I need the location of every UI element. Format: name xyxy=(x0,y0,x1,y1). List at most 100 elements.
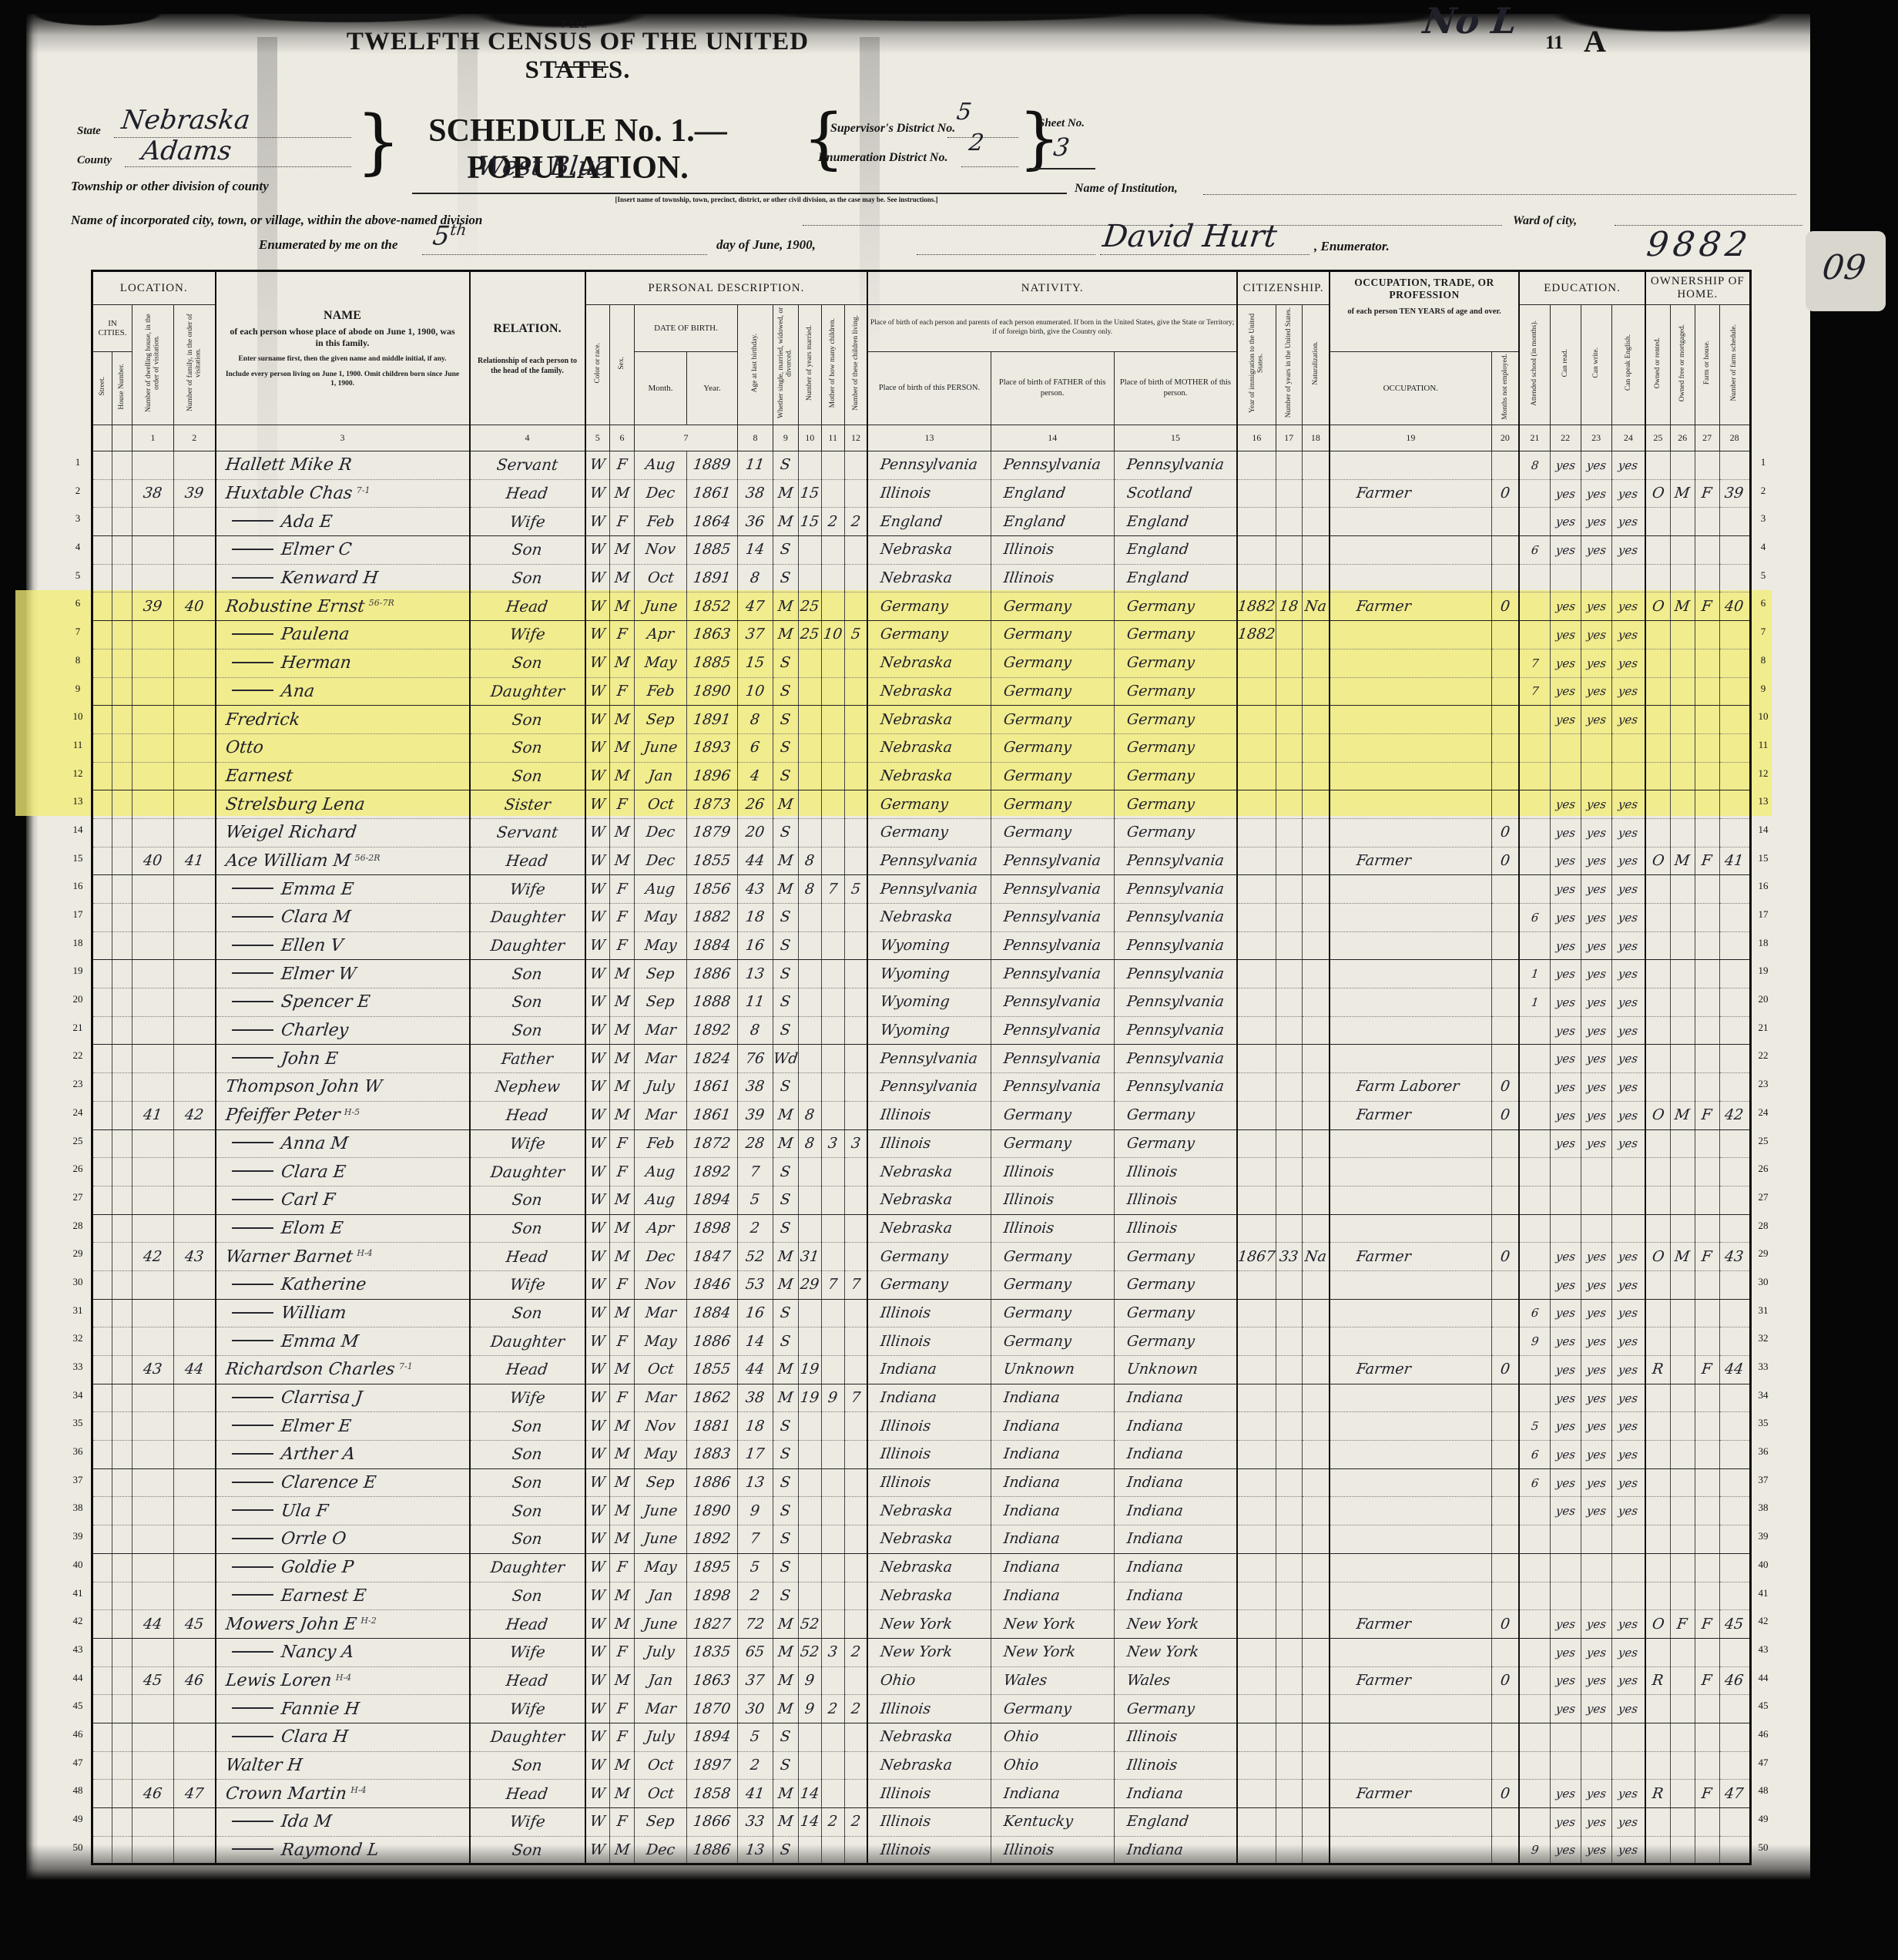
cell-value: Aug xyxy=(645,880,676,898)
cell xyxy=(798,1440,822,1469)
cell-value: 6 xyxy=(749,739,761,757)
cell-value: F xyxy=(615,626,629,643)
cell xyxy=(821,1525,845,1554)
row-number: 46 xyxy=(1758,1727,1769,1740)
cell xyxy=(821,903,845,932)
cell xyxy=(1237,1101,1276,1130)
cell-value: yes xyxy=(1618,854,1639,868)
cell xyxy=(1237,733,1276,763)
cell-value: Nebraska xyxy=(879,908,954,926)
cell-value: 40 xyxy=(1724,597,1745,615)
cell: 1890 xyxy=(686,677,738,706)
cell-value: M xyxy=(776,851,794,869)
cell-value: 7 xyxy=(1530,684,1540,699)
cell xyxy=(1491,677,1521,706)
cell xyxy=(1645,1582,1671,1611)
cell-value: yes xyxy=(1618,1814,1639,1829)
ditto-dash xyxy=(231,1170,273,1173)
cell-value: Head xyxy=(505,484,549,503)
cell xyxy=(1719,818,1751,847)
cell xyxy=(92,931,112,961)
cell: 45 xyxy=(1719,1609,1751,1639)
cell-value: O xyxy=(1651,485,1665,502)
cell-value: Farmer xyxy=(1355,1671,1413,1689)
cell xyxy=(844,1582,869,1611)
cell: 1846 xyxy=(686,1270,738,1300)
cell: 53 xyxy=(737,1270,773,1300)
cell: Germany xyxy=(991,592,1115,622)
cell xyxy=(1719,1496,1751,1526)
cell-value: M xyxy=(613,1586,631,1604)
cell: 1886 xyxy=(686,1327,738,1356)
table-row: Ida M Wife W F Sep 1866 33 M 14 2 2 Illinois Kentuck… xyxy=(92,1807,1751,1837)
cell-name: Katherine xyxy=(215,1270,471,1300)
cell-value: 0 xyxy=(1499,485,1511,502)
cell-value: Pennsylvania xyxy=(1125,937,1225,955)
cell-value: June xyxy=(642,1615,679,1633)
cell xyxy=(1330,733,1492,763)
cell-value: Nebraska xyxy=(879,739,954,757)
cell-name: Clarence E xyxy=(215,1468,471,1498)
cell xyxy=(132,649,174,678)
dwelling-no-header: Number of dwelling house, in the order o… xyxy=(132,304,174,425)
cell-value: S xyxy=(779,710,792,728)
cell xyxy=(132,1468,174,1498)
cell-value: M xyxy=(613,1247,631,1265)
cell xyxy=(1302,1157,1331,1186)
cell: yes xyxy=(1581,874,1612,904)
row-number: 12 xyxy=(1758,767,1769,779)
cell: Pennsylvania xyxy=(991,451,1115,480)
state-line xyxy=(114,137,351,138)
ward-label: Ward of city, xyxy=(1513,214,1578,227)
cell: 2 xyxy=(737,1751,773,1780)
cell: Daughter xyxy=(469,903,586,932)
cell-value: 6 xyxy=(1530,910,1540,925)
cell-name: Warner Barnet H-4 xyxy=(215,1242,471,1271)
cell xyxy=(112,1694,132,1723)
cell-value: yes xyxy=(1618,1362,1639,1377)
cell xyxy=(821,535,845,565)
cell-value: Illinois xyxy=(879,485,932,502)
cell-value: Germany xyxy=(1125,682,1195,700)
cell xyxy=(173,1214,216,1243)
cell xyxy=(1670,620,1695,649)
cell: 43 xyxy=(737,874,773,904)
cell-value: 45 xyxy=(183,1615,205,1633)
district-brace-right: } xyxy=(1018,100,1061,177)
cell xyxy=(1695,790,1720,819)
cell xyxy=(821,733,845,763)
cell-value: 39 xyxy=(143,597,163,615)
cell xyxy=(798,931,822,961)
cell-value: 0 xyxy=(1499,1671,1511,1689)
table-row: Spencer E Son W M Sep 1888 11 S Wyoming Pennsylva… xyxy=(92,988,1751,1017)
cell-value: 0 xyxy=(1499,1784,1511,1802)
cell-value: Wife xyxy=(508,1812,546,1831)
colnum-23: 23 xyxy=(1580,425,1612,451)
cell xyxy=(821,1157,845,1186)
cell: 7 xyxy=(844,1270,869,1300)
month-header: Month. xyxy=(634,351,687,426)
cell-value: Indiana xyxy=(1125,1445,1184,1463)
cell-value: Germany xyxy=(1002,654,1072,672)
cell xyxy=(1645,959,1671,989)
cell xyxy=(1581,762,1612,791)
cell xyxy=(1581,1553,1612,1582)
cell: 1895 xyxy=(686,1553,738,1582)
cell xyxy=(1695,931,1720,961)
cell: M xyxy=(609,847,635,876)
cell-value: W xyxy=(589,908,606,926)
cell: Daughter xyxy=(469,1157,586,1186)
cell-value: yes xyxy=(1554,1277,1576,1292)
cell-value: yes xyxy=(1585,1419,1607,1434)
cell xyxy=(1519,1355,1551,1384)
relation-group-title: RELATION. xyxy=(493,322,562,335)
cell-value: M xyxy=(613,1784,631,1802)
cell xyxy=(1330,649,1492,678)
cell: 2 xyxy=(737,1582,773,1611)
cell: M xyxy=(773,1694,799,1723)
cell xyxy=(1330,903,1492,932)
cell xyxy=(1302,1525,1331,1554)
cell: Germany xyxy=(867,790,991,819)
cell: Germany xyxy=(1114,790,1239,819)
cell: 1835 xyxy=(686,1638,738,1667)
